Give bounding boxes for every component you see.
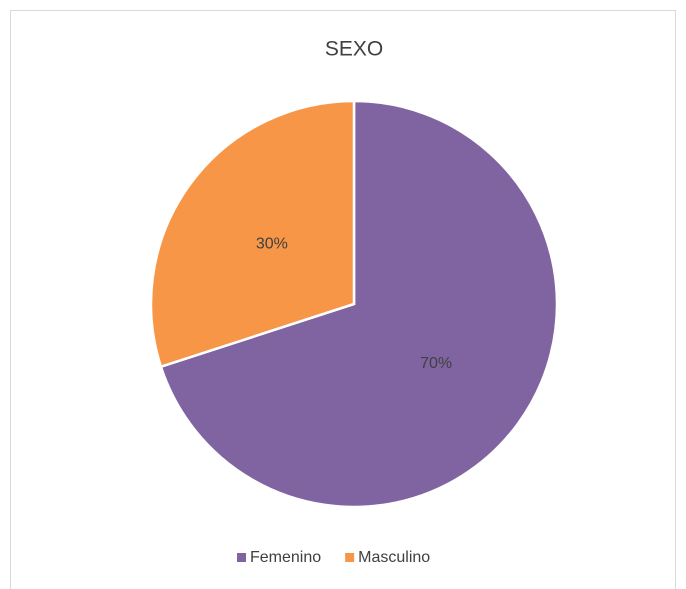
legend-swatch [345,553,355,562]
data-label: 30% [256,236,288,253]
chart-title: SEXO [325,38,383,61]
legend-swatch [237,553,246,562]
data-label: 70% [420,355,452,372]
pie-slice [159,99,559,509]
pie-slice [149,99,356,369]
legend-label: Masculino [358,549,430,566]
legend-label: Femenino [250,549,321,566]
